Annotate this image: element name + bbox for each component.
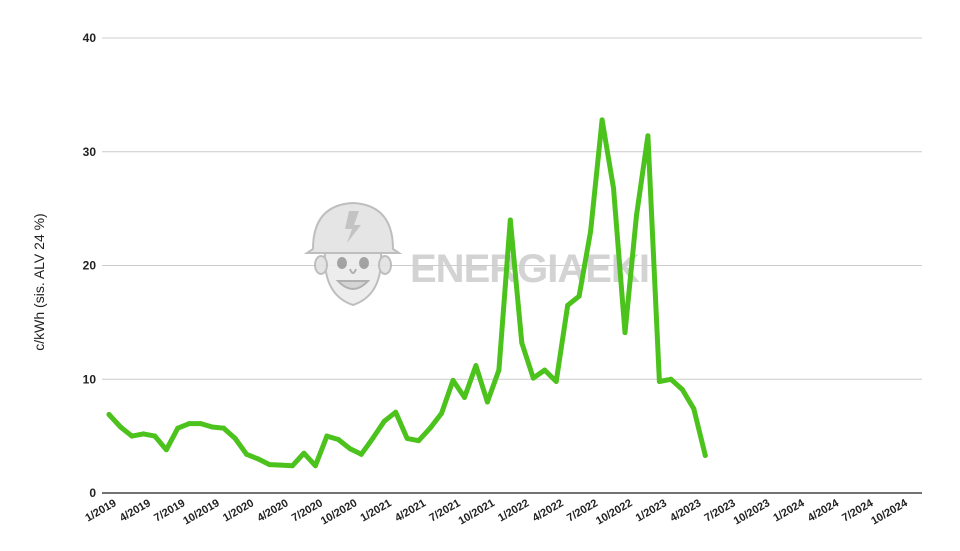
y-tick-label: 20 bbox=[83, 259, 97, 273]
x-tick-label: 10/2020 bbox=[319, 497, 359, 527]
data-point bbox=[622, 330, 628, 336]
data-point bbox=[542, 367, 548, 373]
data-point bbox=[484, 399, 490, 405]
data-point bbox=[679, 386, 685, 392]
data-point bbox=[301, 450, 307, 456]
x-tick-label: 1/2024 bbox=[771, 497, 807, 525]
data-point bbox=[530, 375, 536, 381]
watermark-brand-text: ENERGIAEKI bbox=[410, 247, 649, 291]
x-tick-label: 10/2021 bbox=[456, 497, 496, 527]
data-point bbox=[370, 435, 376, 441]
data-point bbox=[312, 463, 318, 469]
data-point bbox=[702, 452, 708, 458]
data-point bbox=[599, 117, 605, 123]
data-point bbox=[232, 435, 238, 441]
data-point bbox=[106, 412, 112, 418]
x-tick-label: 1/2022 bbox=[496, 497, 531, 524]
x-tick-label: 10/2024 bbox=[869, 497, 910, 528]
mascot-helmet-icon bbox=[303, 201, 403, 307]
x-tick-label: 10/2019 bbox=[181, 497, 221, 527]
x-tick-label: 4/2024 bbox=[806, 497, 842, 525]
y-tick-label: 40 bbox=[83, 31, 97, 45]
data-point bbox=[691, 406, 697, 412]
x-tick-label: 1/2021 bbox=[359, 497, 394, 524]
data-point bbox=[450, 377, 456, 383]
data-point bbox=[335, 437, 341, 443]
x-tick-label: 4/2022 bbox=[531, 497, 566, 524]
y-tick-label: 10 bbox=[83, 372, 97, 386]
data-point bbox=[186, 421, 192, 427]
data-point bbox=[439, 410, 445, 416]
data-point bbox=[347, 446, 353, 452]
series-line bbox=[106, 117, 708, 469]
x-tick-label: 4/2023 bbox=[668, 497, 703, 524]
x-tick-label: 1/2023 bbox=[634, 497, 669, 524]
data-point bbox=[140, 431, 146, 437]
y-axis-ticks: 0 10 20 30 40 bbox=[83, 31, 97, 500]
x-tick-label: 4/2019 bbox=[118, 497, 153, 524]
data-point bbox=[473, 363, 479, 369]
data-point bbox=[381, 418, 387, 424]
data-point bbox=[163, 447, 169, 453]
y-axis-label: c/kWh (sis. ALV 24 %) bbox=[31, 213, 47, 350]
data-point bbox=[117, 424, 123, 430]
data-point bbox=[427, 425, 433, 431]
x-tick-label: 1/2020 bbox=[221, 497, 256, 524]
data-point bbox=[553, 379, 559, 385]
data-point bbox=[645, 133, 651, 139]
data-point bbox=[576, 293, 582, 299]
data-point bbox=[289, 463, 295, 469]
x-tick-label: 10/2023 bbox=[732, 497, 772, 527]
data-point bbox=[656, 379, 662, 385]
data-point bbox=[358, 451, 364, 457]
data-point bbox=[565, 302, 571, 308]
data-point bbox=[129, 433, 135, 439]
data-point bbox=[496, 367, 502, 373]
y-tick-label: 30 bbox=[83, 145, 97, 159]
data-point bbox=[588, 228, 594, 234]
x-tick-label: 4/2021 bbox=[393, 497, 428, 524]
x-tick-label: 1/2019 bbox=[83, 497, 118, 524]
data-point bbox=[461, 394, 467, 400]
data-point bbox=[175, 425, 181, 431]
data-point bbox=[416, 438, 422, 444]
series-points bbox=[106, 117, 708, 469]
data-point bbox=[255, 456, 261, 462]
data-point bbox=[267, 462, 273, 468]
data-point bbox=[507, 217, 513, 223]
data-point bbox=[278, 462, 284, 468]
data-point bbox=[519, 340, 525, 346]
data-point bbox=[633, 212, 639, 218]
data-point bbox=[668, 376, 674, 382]
x-tick-label: 10/2022 bbox=[594, 497, 634, 527]
watermark: ENERGIAEKI bbox=[303, 201, 650, 307]
data-point bbox=[209, 424, 215, 430]
data-point bbox=[324, 433, 330, 439]
data-point bbox=[404, 435, 410, 441]
x-tick-label: 4/2020 bbox=[255, 497, 290, 524]
y-tick-label: 0 bbox=[89, 486, 96, 500]
data-point bbox=[198, 421, 204, 427]
data-point bbox=[244, 451, 250, 457]
data-point bbox=[152, 433, 158, 439]
data-point bbox=[393, 409, 399, 415]
data-point bbox=[221, 425, 227, 431]
grid-lines bbox=[102, 37, 922, 494]
data-point bbox=[611, 185, 617, 191]
